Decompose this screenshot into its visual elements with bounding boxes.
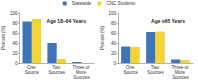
svg-text:40: 40 [12, 41, 18, 46]
svg-text:Sources: Sources [73, 75, 90, 80]
svg-text:Three or: Three or [72, 65, 91, 70]
svg-text:20: 20 [111, 51, 117, 56]
svg-text:40: 40 [111, 41, 117, 46]
svg-text:More: More [75, 70, 88, 75]
svg-text:Two: Two [150, 65, 161, 70]
svg-text:Sources: Sources [172, 75, 189, 80]
svg-text:0: 0 [15, 61, 18, 66]
svg-text:20: 20 [12, 51, 18, 56]
svg-text:Percent (%): Percent (%) [1, 26, 6, 50]
svg-text:60: 60 [111, 31, 117, 36]
svg-text:80: 80 [111, 21, 117, 26]
svg-text:Source: Source [25, 70, 40, 75]
svg-text:Sources: Sources [48, 70, 65, 75]
svg-text:100: 100 [10, 11, 18, 16]
svg-text:Statewide: Statewide [72, 1, 92, 6]
svg-text:80: 80 [12, 21, 18, 26]
svg-text:Age ≥65 Years: Age ≥65 Years [151, 18, 185, 24]
svg-text:100: 100 [108, 11, 116, 16]
svg-text:More: More [174, 70, 187, 75]
svg-text:Three or: Three or [171, 65, 190, 70]
svg-text:Sources: Sources [147, 70, 164, 75]
svg-text:60: 60 [12, 31, 18, 36]
svg-text:Age 18–64 Years: Age 18–64 Years [47, 18, 87, 24]
svg-text:CNC Students: CNC Students [107, 1, 137, 6]
svg-text:Source: Source [123, 70, 138, 75]
svg-text:0: 0 [113, 61, 116, 66]
svg-text:One: One [125, 65, 136, 70]
svg-text:Percent (%): Percent (%) [100, 26, 105, 50]
svg-text:Two: Two [51, 65, 62, 70]
svg-text:One: One [27, 65, 37, 70]
